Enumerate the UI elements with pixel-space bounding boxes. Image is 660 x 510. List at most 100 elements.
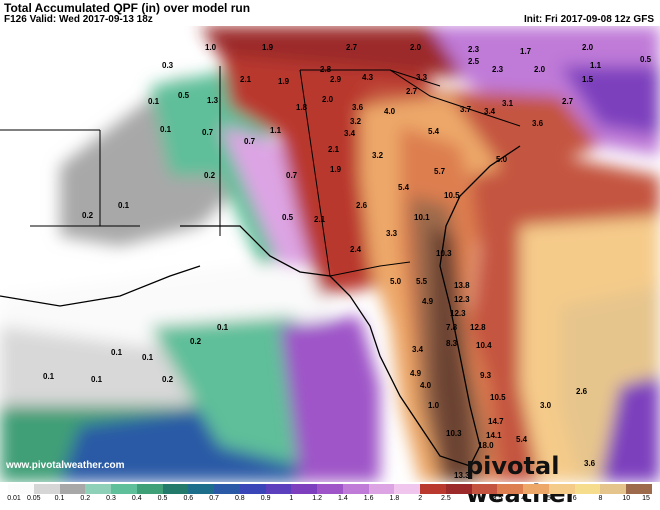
qpf-value-label: 10.1 (414, 213, 430, 222)
legend-swatch (317, 484, 343, 494)
qpf-value-label: 0.2 (204, 171, 216, 180)
qpf-value-label: 0.1 (118, 201, 130, 210)
legend-swatch (342, 484, 369, 494)
qpf-value-label: 3.4 (344, 129, 356, 138)
qpf-value-label: 1.9 (278, 77, 290, 86)
legend-colorbar: 0.01 0.05 0.1 0.2 0.3 0.4 0.5 0.6 0.7 0.8 0.9 1 1.2 1… (7, 484, 652, 508)
qpf-value-label: 1.0 (205, 43, 217, 52)
precipitation-map (0, 26, 660, 482)
qpf-value-label: 14.7 (488, 417, 504, 426)
legend-swatch (471, 484, 498, 494)
qpf-value-label: 10.5 (444, 191, 460, 200)
legend-swatch (445, 484, 472, 494)
legend-swatch (111, 484, 137, 494)
qpf-value-label: 2.7 (562, 97, 574, 106)
qpf-value-label: 1.3 (207, 96, 219, 105)
legend-tick-label: 1 (289, 495, 294, 502)
qpf-value-label: 0.5 (640, 55, 652, 64)
legend-tick-label: 0.4 (131, 495, 142, 502)
legend-tick-label: 0.01 (7, 495, 21, 502)
qpf-value-label: 1.0 (428, 401, 440, 410)
qpf-value-label: 3.6 (352, 103, 364, 112)
init-time: Init: Fri 2017-09-08 12z GFS (523, 14, 654, 25)
valid-time: F126 Valid: Wed 2017-09-13 18z (4, 14, 153, 25)
qpf-value-label: 12.8 (470, 323, 486, 332)
legend-swatch (420, 484, 446, 494)
qpf-value-label: 3.6 (532, 119, 544, 128)
legend-swatch (574, 484, 601, 494)
qpf-value-label: 2.0 (534, 65, 546, 74)
legend-tick-label: 6 (572, 495, 577, 502)
legend-swatch (368, 484, 395, 494)
qpf-value-label: 2.8 (320, 65, 332, 74)
qpf-value-label: 2.6 (576, 387, 588, 396)
legend-swatch (265, 484, 292, 494)
qpf-value-label: 5.7 (434, 167, 446, 176)
legend-tick-label: 0.5 (157, 495, 168, 502)
legend-tick-label: 0.3 (106, 495, 116, 502)
qpf-value-label: 13.8 (454, 281, 470, 290)
qpf-value-label: 13.3 (454, 471, 470, 480)
qpf-value-label: 0.3 (162, 61, 174, 70)
qpf-value-label: 0.7 (286, 171, 298, 180)
legend-swatch (33, 484, 60, 494)
qpf-value-label: 2.9 (330, 75, 342, 84)
qpf-value-label: 0.2 (162, 375, 174, 384)
qpf-value-label: 0.1 (160, 125, 172, 134)
qpf-value-label: 0.1 (217, 323, 229, 332)
map-title: Total Accumulated QPF (in) over model ru… (4, 1, 251, 15)
qpf-value-label: 5.0 (390, 277, 402, 286)
qpf-value-label: 2.7 (406, 87, 418, 96)
qpf-value-label: 10.4 (476, 341, 492, 350)
legend-tick-label: 1.6 (363, 495, 374, 502)
qpf-value-label: 3.1 (502, 99, 514, 108)
legend-swatch (85, 484, 112, 494)
legend-tick-label: 0.7 (209, 495, 219, 502)
legend-swatch (8, 484, 34, 494)
legend-tick-label: 1.8 (389, 495, 400, 502)
qpf-value-label: 0.5 (282, 213, 294, 222)
qpf-value-label: 0.7 (244, 137, 256, 146)
legend-tick-label: 10 (622, 495, 631, 502)
qpf-value-label: 0.1 (111, 348, 123, 357)
legend-tick-label: 0.9 (260, 495, 271, 502)
legend-tick-label: 8 (598, 495, 603, 502)
legend-tick-label: 2.5 (441, 495, 451, 502)
legend-swatch (548, 484, 575, 494)
legend-swatch (162, 484, 189, 494)
qpf-value-label: 5.4 (428, 127, 440, 136)
qpf-value-label: 3.3 (416, 73, 428, 82)
map-canvas (0, 26, 660, 482)
legend-swatch (136, 484, 163, 494)
qpf-value-label: 2.0 (410, 43, 422, 52)
coastline (0, 145, 521, 467)
qpf-value-label: 10.5 (490, 393, 506, 402)
legend-tick-label: 0.2 (80, 495, 91, 502)
legend-tick-label: 0.1 (54, 495, 65, 502)
qpf-value-label: 3.2 (350, 117, 362, 126)
legend-swatch (497, 484, 524, 494)
qpf-value-label: 4.0 (420, 381, 432, 390)
qpf-value-label: 2.0 (322, 95, 334, 104)
qpf-value-label: 2.1 (328, 145, 340, 154)
legend-tick-label: 15 (642, 495, 650, 502)
watermark: www.pivotalweather.com (6, 460, 125, 471)
legend-swatch (291, 484, 318, 494)
legend-swatch (188, 484, 215, 494)
legend-swatch (214, 484, 240, 494)
legend-swatch (600, 484, 627, 494)
qpf-value-label: 3.7 (460, 105, 472, 114)
qpf-value-label: 2.3 (492, 65, 504, 74)
qpf-value-label: 0.2 (82, 211, 94, 220)
legend-tick-label: 1.2 (312, 495, 322, 502)
qpf-value-label: 0.1 (148, 97, 160, 106)
qpf-value-label: 3.6 (584, 459, 596, 468)
qpf-value-label: 3.4 (412, 345, 424, 354)
qpf-value-label: 2.0 (582, 43, 594, 52)
qpf-value-label: 4.3 (362, 73, 374, 82)
legend-swatch (523, 484, 549, 494)
qpf-value-label: 0.1 (43, 372, 55, 381)
legend-swatch (626, 484, 652, 494)
legend-tick-label: 1.4 (338, 495, 348, 502)
state-boundaries (0, 66, 521, 277)
